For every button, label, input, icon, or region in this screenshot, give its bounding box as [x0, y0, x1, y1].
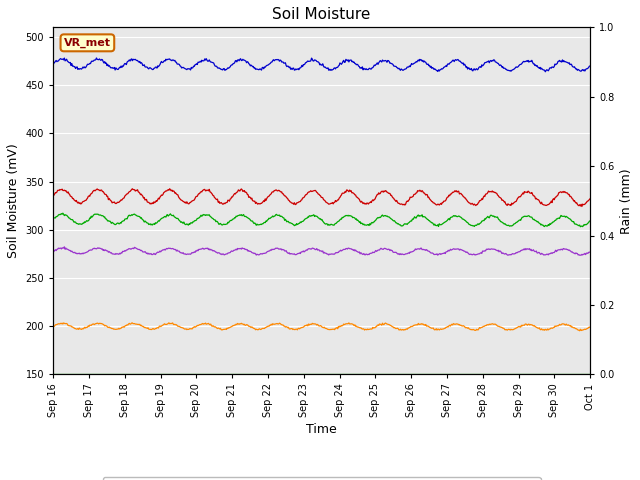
Y-axis label: Soil Moisture (mV): Soil Moisture (mV): [7, 144, 20, 258]
Legend: SM 1, SM 2, SM 3, SM 4, SM 5, Precip_mm, TZ ppt: SM 1, SM 2, SM 3, SM 4, SM 5, Precip_mm,…: [102, 477, 541, 480]
Y-axis label: Rain (mm): Rain (mm): [620, 168, 633, 234]
Title: Soil Moisture: Soil Moisture: [273, 7, 371, 22]
Text: VR_met: VR_met: [64, 38, 111, 48]
X-axis label: Time: Time: [307, 423, 337, 436]
